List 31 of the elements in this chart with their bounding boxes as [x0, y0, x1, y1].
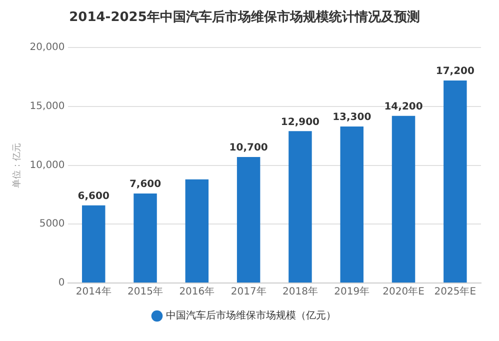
x-tick-label: 2015年: [128, 286, 163, 298]
data-label: 7,600: [129, 179, 162, 190]
y-tick-label: 0: [58, 278, 65, 289]
y-tick-label: 15,000: [30, 101, 65, 112]
y-tick-label: 10,000: [30, 160, 65, 171]
y-axis-title: 单位：亿元: [12, 142, 23, 188]
data-label: 10,700: [229, 142, 268, 154]
x-tick-label: 2019年: [334, 286, 370, 298]
bar: [134, 194, 157, 282]
x-tick-label: 2020年E: [382, 286, 424, 298]
bar: [236, 157, 260, 282]
x-tick-label: 2017年: [230, 286, 266, 298]
y-tick-label: 20,000: [30, 42, 65, 54]
data-label: 13,300: [332, 112, 372, 124]
bar: [288, 131, 312, 282]
bar: [82, 205, 106, 282]
bar: [185, 179, 209, 282]
x-tick-label: 2025年E: [434, 286, 476, 298]
x-tick-label: 2014年: [76, 286, 112, 298]
data-label: 14,200: [384, 101, 423, 112]
y-tick-label: 5000: [39, 218, 65, 230]
legend-label: 中国汽车后市场维保市场规模（亿元）: [166, 310, 336, 322]
data-label: 6,600: [78, 190, 110, 202]
data-label: 12,900: [280, 116, 320, 128]
x-tick-label: 2016年: [179, 286, 215, 298]
bar: [340, 126, 364, 282]
bar: [444, 80, 467, 282]
data-label: 17,200: [436, 66, 475, 78]
x-tick-label: 2018年: [282, 286, 318, 298]
chart-title: 2014-2025年中国汽车后市场维保市场规模统计情况及预测: [69, 9, 420, 26]
bar: [392, 116, 416, 282]
